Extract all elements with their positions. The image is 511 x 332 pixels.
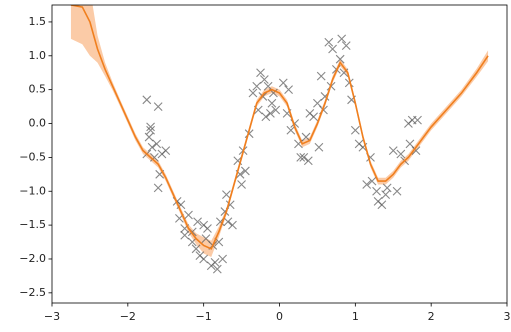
y-tick-label: −1.5: [19, 218, 46, 231]
y-tick-label: 1.5: [29, 15, 47, 28]
data-point: [203, 224, 212, 233]
y-tick-label: 1.0: [29, 49, 47, 62]
data-point: [335, 54, 345, 64]
x-tick-label: −3: [44, 310, 60, 323]
data-point: [388, 146, 398, 156]
data-point: [222, 190, 231, 200]
data-point: [201, 234, 211, 244]
data-point: [228, 220, 237, 230]
data-point: [296, 152, 306, 162]
x-tick-label: 1: [352, 310, 359, 323]
data-point: [191, 244, 201, 254]
data-point: [350, 125, 360, 135]
data-point: [240, 166, 250, 176]
x-tick-label: 0: [276, 310, 283, 323]
data-point: [252, 81, 262, 91]
data-point: [180, 230, 190, 240]
data-point: [193, 217, 202, 227]
data-point: [218, 254, 228, 264]
data-point: [337, 34, 347, 44]
data-point: [256, 68, 265, 78]
data-point: [210, 257, 220, 267]
data-point: [344, 78, 354, 88]
data-point: [223, 217, 233, 227]
data-point: [161, 146, 171, 156]
data-point: [392, 186, 402, 196]
data-point: [152, 139, 162, 149]
data-point: [142, 95, 152, 105]
data-point: [278, 78, 288, 88]
data-point: [411, 146, 421, 156]
data-point: [328, 44, 337, 54]
data-point: [153, 102, 163, 111]
data-point: [259, 75, 269, 84]
data-point: [367, 176, 377, 186]
data-point: [382, 183, 392, 193]
data-point: [263, 81, 273, 91]
data-point: [146, 122, 155, 132]
data-point: [237, 180, 246, 189]
data-point: [153, 183, 163, 193]
data-point: [286, 125, 296, 135]
x-tick-label: −2: [120, 310, 136, 323]
data-point: [303, 156, 313, 166]
x-tick-label: −1: [196, 310, 212, 323]
data-point: [377, 200, 387, 210]
data-point: [244, 129, 254, 139]
x-tick-label: 2: [428, 310, 435, 323]
data-point: [267, 98, 277, 108]
x-tick-label: 3: [504, 310, 511, 323]
data-point: [362, 180, 372, 189]
data-point: [271, 105, 281, 115]
data-point: [372, 186, 381, 196]
mean-line: [70, 5, 489, 250]
data-point: [284, 85, 293, 95]
data-point: [381, 190, 391, 200]
y-tick-label: −2.5: [19, 286, 46, 299]
data-point: [147, 142, 157, 152]
data-point: [324, 37, 334, 47]
data-point: [341, 41, 351, 51]
y-tick-label: 0.5: [29, 83, 47, 96]
data-point: [184, 210, 193, 220]
data-point: [261, 112, 271, 122]
data-point: [316, 71, 326, 81]
data-point: [146, 125, 155, 135]
axes-frame: [51, 4, 508, 304]
data-point: [149, 152, 159, 162]
y-tick-label: −0.5: [19, 150, 46, 163]
data-point: [299, 152, 309, 162]
data-point: [199, 254, 209, 264]
y-tick-label: −2.0: [19, 252, 46, 265]
data-point: [248, 88, 258, 98]
data-point: [314, 142, 324, 152]
data-point: [212, 264, 222, 274]
data-point: [413, 115, 422, 125]
data-point: [309, 112, 319, 122]
data-point: [396, 149, 406, 159]
data-point: [187, 237, 197, 247]
data-point: [144, 132, 154, 142]
data-point: [301, 132, 311, 142]
confidence-band: [70, 5, 489, 257]
y-tick-label: −1.0: [19, 184, 46, 197]
y-tick-label: 0.0: [29, 117, 47, 130]
plot-area: [70, 5, 489, 274]
data-point: [266, 108, 275, 118]
